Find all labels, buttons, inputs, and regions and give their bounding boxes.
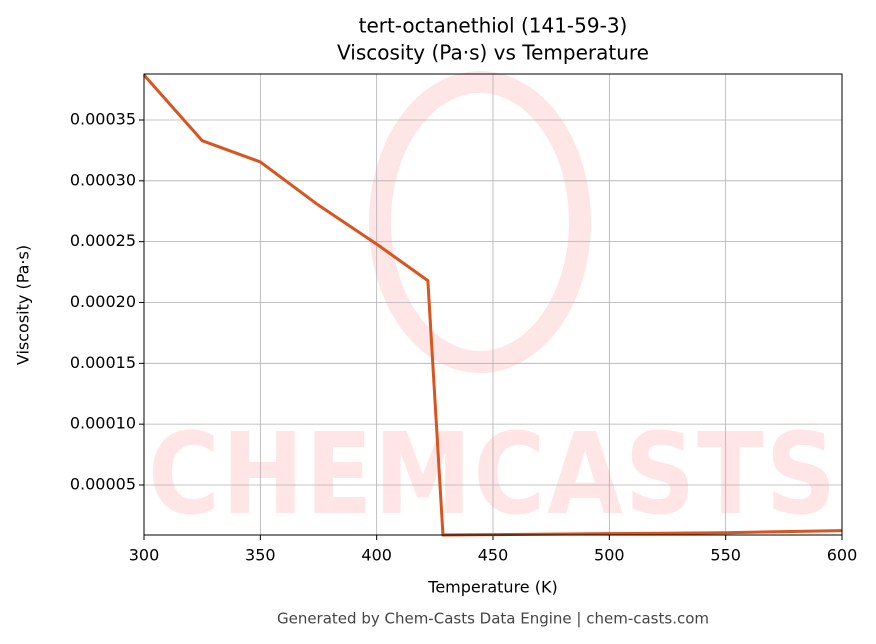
y-tick-label: 0.00020 bbox=[70, 292, 136, 311]
x-tick-label: 550 bbox=[710, 546, 741, 565]
x-tick-label: 350 bbox=[245, 546, 276, 565]
plot-frame bbox=[143, 73, 843, 536]
y-tick-label: 0.00005 bbox=[70, 474, 136, 493]
y-axis-label: Viscosity (Pa·s) bbox=[14, 245, 33, 365]
x-tick-label: 450 bbox=[478, 546, 509, 565]
chart-subtitle: Viscosity (Pa·s) vs Temperature bbox=[337, 41, 649, 65]
footer: Generated by Chem-Casts Data Engine | ch… bbox=[277, 610, 709, 628]
watermark-logo bbox=[369, 71, 591, 373]
x-tick-label: 600 bbox=[827, 546, 858, 565]
x-tick-label: 300 bbox=[129, 546, 160, 565]
y-tick-label: 0.00025 bbox=[70, 231, 136, 250]
x-tick-label: 400 bbox=[361, 546, 392, 565]
watermark: CHEMCASTS bbox=[148, 410, 838, 540]
watermark-group: CHEMCASTS bbox=[148, 71, 838, 540]
y-tick-label: 0.00035 bbox=[70, 109, 136, 128]
chart-title: tert-octanethiol (141-59-3) bbox=[359, 14, 628, 38]
data-line bbox=[142, 73, 843, 537]
y-tick-label: 0.00010 bbox=[70, 414, 136, 433]
y-tick-label: 0.00030 bbox=[70, 170, 136, 189]
y-tick-label: 0.00015 bbox=[70, 353, 136, 372]
x-tick-label: 500 bbox=[594, 546, 625, 565]
x-axis-label: Temperature (K) bbox=[427, 578, 557, 597]
